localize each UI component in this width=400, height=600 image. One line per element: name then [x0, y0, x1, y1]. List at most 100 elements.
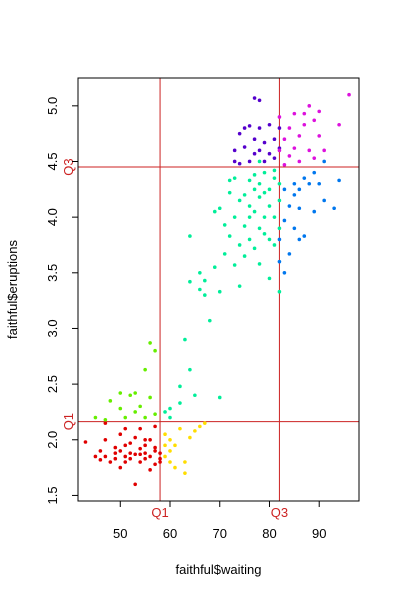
data-point: [262, 215, 267, 219]
data-point: [188, 367, 192, 372]
data-point: [252, 96, 257, 100]
data-point: [337, 122, 341, 127]
data-point: [163, 454, 167, 459]
data-point: [198, 271, 202, 275]
data-point: [128, 393, 133, 398]
data-point: [207, 318, 212, 323]
data-point: [247, 237, 252, 242]
data-point: [297, 237, 302, 242]
data-point: [317, 181, 322, 186]
data-point: [252, 137, 257, 142]
data-point: [163, 443, 167, 448]
x-tick-label: 60: [163, 526, 177, 541]
data-point: [227, 178, 232, 183]
data-point: [217, 289, 222, 294]
data-point: [118, 465, 123, 470]
quartile-label: Q1: [151, 505, 168, 520]
data-point: [312, 118, 317, 123]
data-point: [267, 187, 272, 192]
data-point: [277, 148, 282, 153]
data-point: [332, 206, 336, 211]
data-point: [153, 445, 157, 450]
data-point: [183, 337, 187, 342]
data-point: [277, 198, 282, 203]
data-point: [143, 367, 147, 372]
data-point: [257, 195, 262, 199]
data-point: [302, 122, 307, 127]
data-point: [188, 234, 192, 238]
data-point: [193, 393, 197, 398]
data-point: [317, 134, 322, 138]
data-point: [312, 170, 317, 175]
data-point: [242, 126, 247, 130]
data-point: [237, 284, 242, 288]
data-point: [153, 424, 157, 429]
data-point: [247, 204, 252, 208]
data-point: [217, 206, 222, 211]
data-point: [178, 384, 182, 389]
data-point: [272, 176, 277, 180]
data-point: [282, 163, 287, 167]
data-point: [267, 237, 272, 242]
data-point: [222, 223, 227, 227]
data-point: [302, 111, 307, 116]
data-point: [113, 456, 118, 461]
data-point: [347, 92, 351, 97]
data-point: [287, 252, 292, 256]
data-point: [163, 410, 167, 414]
data-point: [232, 176, 237, 180]
data-point: [282, 187, 287, 192]
data-point: [277, 181, 282, 186]
data-point: [138, 426, 142, 431]
data-point: [252, 246, 257, 251]
data-point: [257, 148, 262, 153]
data-point: [183, 471, 187, 475]
data-point: [252, 209, 257, 214]
data-point: [128, 451, 133, 455]
data-point: [252, 151, 257, 156]
data-point: [143, 451, 147, 455]
data-point: [198, 424, 202, 429]
data-points: [83, 92, 351, 487]
data-point: [158, 456, 162, 461]
data-point: [262, 170, 267, 175]
y-tick-label: 3.0: [45, 319, 60, 337]
data-point: [302, 176, 307, 180]
data-point: [138, 446, 142, 451]
data-point: [247, 215, 252, 219]
data-point: [148, 395, 152, 400]
data-point: [257, 226, 262, 231]
data-point: [322, 198, 326, 203]
data-point: [237, 161, 242, 166]
data-point: [83, 440, 88, 444]
data-point: [297, 187, 302, 192]
data-point: [212, 209, 217, 214]
data-point: [267, 151, 272, 156]
data-point: [148, 468, 152, 472]
data-point: [232, 148, 237, 153]
data-point: [217, 395, 222, 400]
data-point: [292, 226, 297, 231]
data-point: [277, 115, 282, 119]
data-point: [148, 454, 152, 459]
data-point: [103, 437, 108, 442]
data-point: [143, 437, 147, 442]
data-point: [257, 262, 262, 266]
data-point: [257, 159, 262, 164]
data-point: [123, 454, 128, 459]
data-point: [297, 134, 302, 138]
data-point: [322, 159, 326, 164]
x-tick-label: 50: [113, 526, 127, 541]
data-point: [158, 451, 162, 455]
data-point: [262, 159, 267, 164]
data-point: [133, 435, 137, 440]
data-point: [292, 193, 297, 197]
data-point: [262, 232, 267, 236]
data-point: [257, 126, 262, 130]
data-point: [128, 456, 133, 461]
data-point: [158, 460, 162, 464]
data-point: [267, 204, 272, 208]
data-point: [287, 154, 292, 158]
data-point: [262, 140, 267, 145]
